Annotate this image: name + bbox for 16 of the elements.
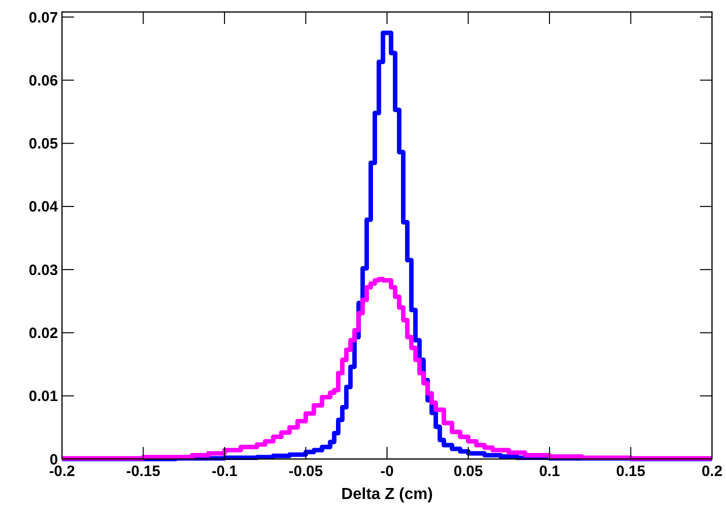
x-tick-label: -0	[380, 463, 394, 480]
y-tick-label: 0.06	[28, 72, 58, 90]
x-tick-label: 0.1	[539, 463, 560, 480]
y-tick-label: 0.04	[28, 198, 59, 216]
y-tick-label: 0.01	[28, 388, 58, 406]
x-axis-title: Delta Z (cm)	[341, 486, 433, 503]
y-tick-label: 0.07	[28, 9, 58, 26]
x-tick-label: 0.15	[616, 463, 646, 480]
x-tick-label: -0.1	[212, 463, 238, 480]
x-tick-label: 0.2	[702, 463, 722, 480]
x-tick-label: 0.05	[454, 463, 483, 480]
y-tick-label: 0.02	[28, 324, 58, 342]
x-tick-label: -0.05	[288, 463, 323, 480]
y-tick-label: 0.05	[28, 136, 58, 153]
y-tick-label: 0.03	[28, 262, 58, 279]
x-tick-label: -0.15	[126, 463, 160, 480]
